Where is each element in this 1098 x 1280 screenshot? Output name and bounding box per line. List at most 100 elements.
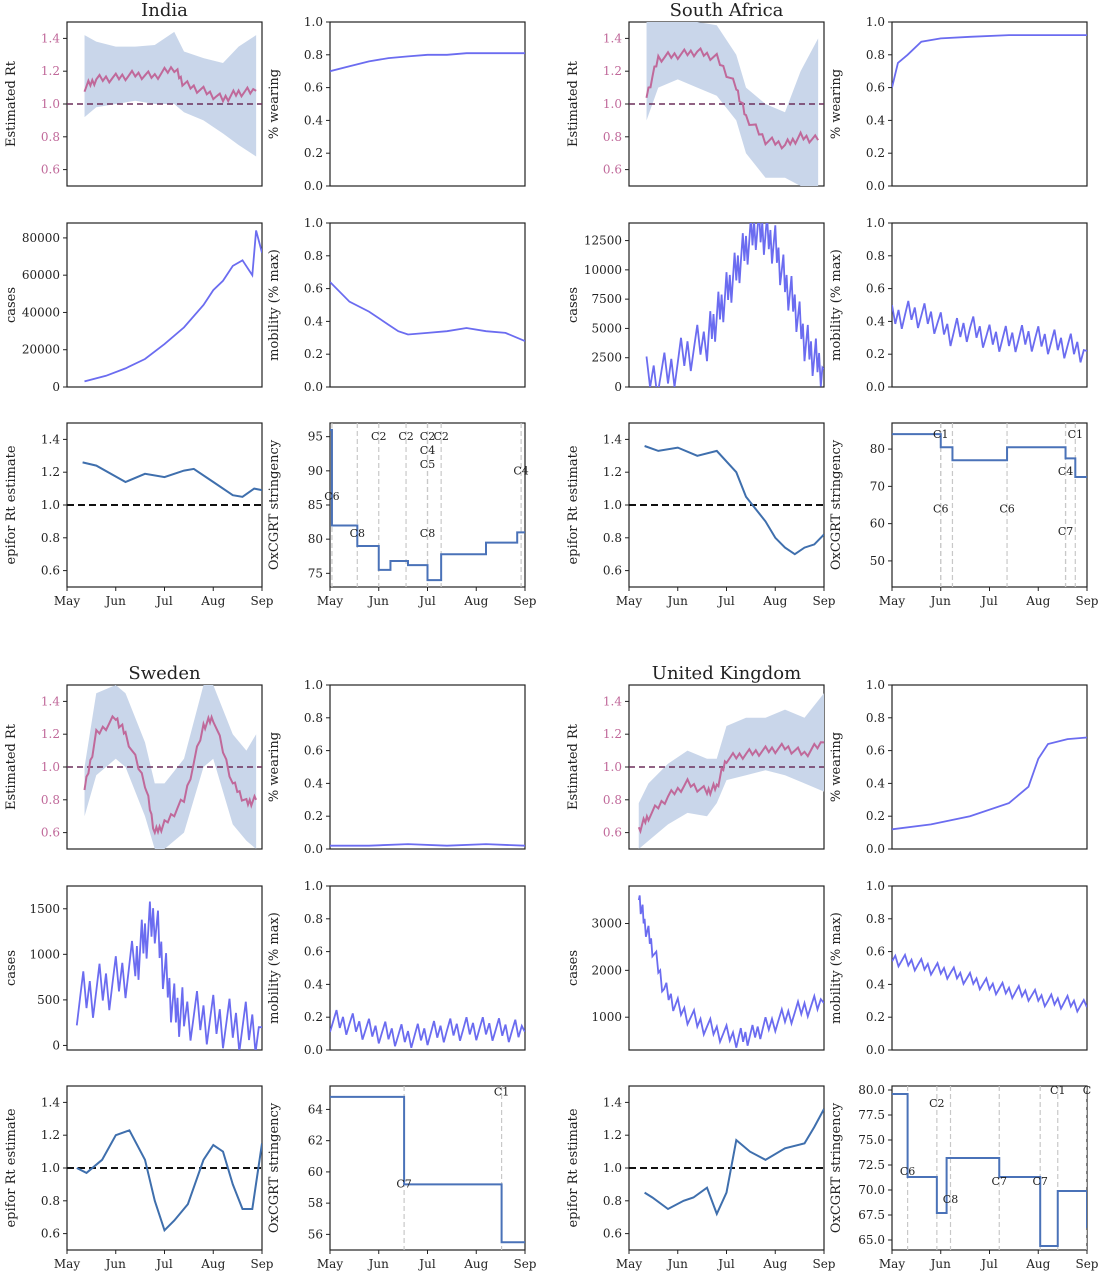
south-africa-rt-ylabel: Estimated Rt — [566, 60, 581, 147]
sweden-epifor-xtick-label: Jul — [154, 1257, 173, 1271]
united-kingdom-mobility-frame — [891, 885, 1088, 1051]
south-africa-oxcgrt-event-label: C4 — [1058, 465, 1073, 478]
india-mobility-frame — [329, 222, 526, 388]
south-africa-mobility-ytick-label: 1.0 — [866, 216, 885, 230]
india-oxcgrt-xtick-label: Jul — [417, 594, 436, 608]
india-mobility-ytick-label: 1.0 — [304, 216, 323, 230]
india-mobility-ytick-label: 0.6 — [304, 282, 323, 296]
sweden-mobility-frame — [329, 885, 526, 1051]
sweden-oxcgrt-ytick-label: 58 — [308, 1196, 323, 1210]
south-africa-epifor-xtick-label: Aug — [762, 594, 787, 608]
united-kingdom-mobility-data — [892, 952, 1087, 1014]
south-africa-oxcgrt-panel: 50 60 70 80 OxCGRT stringency C1 C6 C6 C4 C7 C1 May… — [829, 422, 1098, 608]
united-kingdom-wearing-line — [892, 736, 1087, 831]
south-africa-oxcgrt-line — [892, 433, 1087, 479]
sweden-epifor-xtick-label: Aug — [200, 1257, 225, 1271]
india-oxcgrt-event-label: C5 — [420, 458, 435, 471]
united-kingdom-title: United Kingdom — [652, 663, 801, 684]
south-africa-rt-ytick-label: 0.8 — [603, 130, 622, 144]
united-kingdom-oxcgrt-event-label: C8 — [943, 1193, 958, 1206]
sweden-epifor-ytick-label: 1.2 — [41, 1128, 60, 1142]
india-rt-band — [84, 31, 257, 157]
united-kingdom-cases-frame — [628, 885, 825, 1051]
united-kingdom-wearing-ytick-label: 0.6 — [866, 744, 885, 758]
south-africa-oxcgrt-xtick-label: Jun — [929, 594, 952, 608]
india-oxcgrt-line — [330, 428, 525, 582]
india-rt-ytick-label: 0.8 — [41, 130, 60, 144]
united-kingdom-mobility-ytick-label: 0.6 — [866, 945, 885, 959]
united-kingdom-epifor-ytick-label: 0.6 — [603, 1227, 622, 1241]
sweden-epifor-xtick-label: Sep — [250, 1257, 273, 1271]
sweden-oxcgrt-ytick-label: 64 — [308, 1102, 324, 1116]
united-kingdom-rt-ytick-label: 1.4 — [603, 694, 622, 708]
south-africa-epifor-line — [644, 445, 824, 556]
sweden-mobility-ylabel: mobility (% max) — [267, 912, 282, 1024]
south-africa-mobility-line — [892, 300, 1087, 363]
united-kingdom-oxcgrt-xtick-label: Sep — [1075, 1257, 1098, 1271]
south-africa-wearing-ytick-label: 0.6 — [866, 81, 885, 95]
india-oxcgrt-event-label: C2 — [420, 430, 435, 443]
south-africa-rt-ytick-label: 1.2 — [603, 64, 622, 78]
sweden-oxcgrt-panel: 56 58 60 62 64 OxCGRT stringency C7 C1 May Jun Jul… — [267, 1085, 537, 1271]
sweden-cases-panel: 0 500 1000 1500 cases — [4, 885, 263, 1052]
india-mobility-ytick-label: 0.8 — [304, 249, 323, 263]
india-oxcgrt-ytick-label: 85 — [308, 498, 323, 512]
sweden-title: Sweden — [128, 663, 201, 684]
south-africa-oxcgrt-event-label: C1 — [933, 428, 948, 441]
south-africa-wearing-ytick-label: 0.8 — [866, 48, 885, 62]
india-oxcgrt-ytick-label: 90 — [308, 464, 323, 478]
united-kingdom-wearing-ytick-label: 1.0 — [866, 678, 885, 692]
united-kingdom-epifor-ytick-label: 0.8 — [603, 1194, 622, 1208]
united-kingdom-epifor-ytick-label: 1.4 — [603, 1095, 622, 1109]
united-kingdom-oxcgrt-ytick-label: 70.0 — [858, 1183, 885, 1197]
sweden-mobility-ytick-label: 0.4 — [304, 977, 323, 991]
sweden-cases-data — [75, 901, 262, 1050]
united-kingdom-epifor-xtick-label: Jul — [716, 1257, 735, 1271]
united-kingdom-epifor-xtick-label: May — [616, 1257, 642, 1271]
united-kingdom-cases-data — [637, 895, 824, 1048]
united-kingdom-wearing-ylabel: % wearing — [829, 732, 844, 802]
united-kingdom-rt-line — [637, 741, 824, 835]
india-wearing-ytick-label: 0.0 — [304, 179, 323, 193]
india-mobility-line — [330, 281, 525, 342]
sweden-cases-ytick-label: 0 — [52, 1038, 60, 1052]
united-kingdom-cases-ytick-label: 3000 — [591, 916, 622, 930]
south-africa-mobility-ytick-label: 0.0 — [866, 380, 885, 394]
india-rt-ytick-label: 1.0 — [41, 97, 60, 111]
india-oxcgrt-xtick-label: Jun — [367, 594, 390, 608]
sweden-oxcgrt-xtick-label: Jun — [367, 1257, 390, 1271]
south-africa-oxcgrt-event-label: C1 — [1068, 428, 1083, 441]
india-wearing-ytick-label: 0.8 — [304, 48, 323, 62]
sweden-rt-data — [67, 685, 262, 849]
united-kingdom-oxcgrt-ytick-label: 80.0 — [858, 1083, 885, 1097]
india-wearing-line — [330, 52, 525, 73]
united-kingdom-block: United Kingdom 0.6 0.8 1.0 1.2 1.4 Estimated R… — [566, 663, 1098, 1271]
india-oxcgrt-ytick-label: 95 — [308, 430, 323, 444]
sweden-wearing-data — [330, 843, 525, 847]
india-epifor-line — [82, 461, 262, 498]
south-africa-epifor-ytick-label: 1.2 — [603, 465, 622, 479]
united-kingdom-mobility-ytick-label: 0.4 — [866, 977, 885, 991]
sweden-wearing-frame — [329, 684, 526, 850]
india-oxcgrt-event-label: C8 — [350, 527, 365, 540]
sweden-oxcgrt-ytick-label: 60 — [308, 1165, 323, 1179]
south-africa-oxcgrt-xtick-label: Jul — [979, 594, 998, 608]
sweden-oxcgrt-event-label: C1 — [494, 1085, 509, 1098]
india-mobility-ylabel: mobility (% max) — [267, 249, 282, 361]
united-kingdom-rt-ytick-label: 1.2 — [603, 727, 622, 741]
sweden-rt-line — [83, 713, 258, 836]
united-kingdom-rt-ytick-label: 0.8 — [603, 793, 622, 807]
sweden-wearing-ylabel: % wearing — [267, 732, 282, 802]
sweden-oxcgrt-ytick-label: 56 — [308, 1227, 323, 1241]
south-africa-rt-ytick-label: 0.6 — [603, 163, 622, 177]
south-africa-oxcgrt-event-label: C7 — [1058, 525, 1073, 538]
sweden-wearing-line — [330, 843, 525, 847]
united-kingdom-epifor-xtick-label: Aug — [762, 1257, 787, 1271]
south-africa-epifor-xtick-label: Jun — [666, 594, 689, 608]
south-africa-cases-ytick-label: 5000 — [591, 321, 622, 335]
south-africa-epifor-ylabel: epifor Rt estimate — [566, 445, 581, 564]
south-africa-mobility-ytick-label: 0.2 — [866, 347, 885, 361]
united-kingdom-cases-ytick-label: 2000 — [591, 963, 622, 977]
sweden-mobility-ytick-label: 1.0 — [304, 879, 323, 893]
